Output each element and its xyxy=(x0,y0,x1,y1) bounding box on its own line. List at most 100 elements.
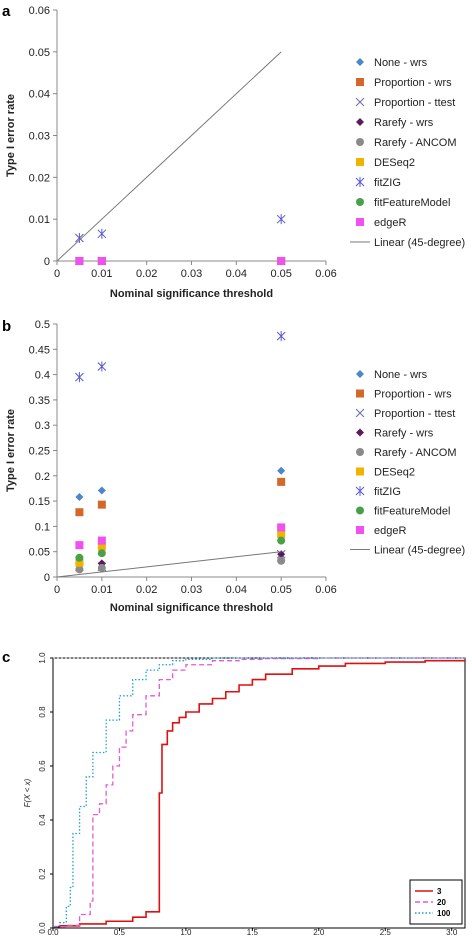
y-tick-label: 0 xyxy=(44,572,50,584)
x-axis-label: Nominal significance threshold xyxy=(110,288,273,300)
series-none-wrs: None - wrs xyxy=(75,369,428,502)
legend-entry: fitFeatureModel xyxy=(374,506,450,518)
legend-entry: 3 xyxy=(437,887,442,896)
legend-entry: edgeR xyxy=(374,217,406,229)
legend-entry: Rarefy - ANCOM xyxy=(374,447,457,459)
data-point xyxy=(277,466,286,475)
legend-entry: Proportion - wrs xyxy=(374,389,452,401)
legend-marker xyxy=(356,526,364,534)
y-tick-label: 0.25 xyxy=(29,446,50,458)
x-tick-label: 0.02 xyxy=(136,584,157,596)
legend-entry: None - wrs xyxy=(374,57,428,69)
legend: 3 20 100 xyxy=(409,879,463,925)
data-point xyxy=(75,508,84,517)
series-edger: edgeR xyxy=(75,523,406,550)
y-tick-label: 0.01 xyxy=(29,214,50,226)
data-point xyxy=(97,500,106,509)
x-axis-label: Nominal significance threshold xyxy=(110,602,273,614)
series-fitfeaturemodel: fitFeatureModel xyxy=(75,506,450,562)
x-tick-label: 0.02 xyxy=(136,268,157,280)
y-axis-label: F(X < x) xyxy=(23,778,32,807)
legend-entry: Proportion - wrs xyxy=(374,77,452,89)
legend-entry: Linear (45-degree) xyxy=(374,545,465,557)
linear-45-degree-line xyxy=(56,51,282,262)
x-tick-label: 0.06 xyxy=(315,268,336,280)
series-deseq2: DESeq2 xyxy=(75,467,415,567)
x-tick-label: 0.04 xyxy=(226,584,247,596)
legend-marker xyxy=(356,506,364,515)
legend-marker xyxy=(356,428,364,437)
legend-entry: fitZIG xyxy=(374,486,401,498)
legend-marker xyxy=(356,467,364,476)
x-tick-label: 0.5 xyxy=(114,928,126,937)
data-point xyxy=(276,214,286,225)
legend-marker xyxy=(356,389,364,398)
y-tick-label: 0.3 xyxy=(35,420,50,432)
legend-marker xyxy=(356,118,364,126)
y-tick-label: 0.5 xyxy=(35,319,50,331)
legend-entry: Linear (45-degree) xyxy=(374,237,465,249)
y-tick-label: 0.1 xyxy=(35,521,50,533)
data-point xyxy=(75,553,84,562)
legend-marker xyxy=(356,138,364,146)
y-tick-label: 0.35 xyxy=(29,395,50,407)
legend-entry: DESeq2 xyxy=(374,157,415,169)
series-fitfeaturemodel: fitFeatureModel xyxy=(75,197,450,265)
data-point xyxy=(75,565,84,574)
data-point xyxy=(277,257,286,265)
data-point xyxy=(75,558,84,567)
y-tick-label: 0.0 xyxy=(38,922,47,934)
y-tick-label: 0.2 xyxy=(38,868,47,880)
data-point xyxy=(277,556,286,565)
series-n-100 xyxy=(53,657,465,928)
data-point xyxy=(75,493,84,502)
data-point xyxy=(97,486,106,495)
legend-marker xyxy=(355,177,365,187)
y-tick-label: 0.4 xyxy=(38,814,47,826)
x-tick-label: 2.5 xyxy=(380,928,392,937)
data-point xyxy=(75,541,84,550)
legend-marker xyxy=(356,158,364,166)
panel-b: b 0 0.01 0.02 0.03 0.04 0.05 0.06 0 0.05 0.1 0.15 0.… xyxy=(2,318,465,614)
series-n-3 xyxy=(53,659,466,928)
legend-marker xyxy=(356,198,364,206)
series-rarefy-ancom: Rarefy - ANCOM xyxy=(75,447,457,574)
panel-c: c 0.0 0.5 1.0 1.5 2.0 2.5 3.0 0.0 0.2 0.4 0.6 0.8 1.0… xyxy=(2,649,466,937)
panel-letter-a: a xyxy=(2,3,11,20)
data-point xyxy=(75,232,84,243)
legend-marker xyxy=(356,78,364,86)
legend-entry: None - wrs xyxy=(374,369,428,381)
x-tick-label: 0.01 xyxy=(91,268,112,280)
y-tick-label: 0.02 xyxy=(29,172,50,184)
data-point xyxy=(75,372,84,383)
data-point xyxy=(97,361,107,372)
data-point xyxy=(276,331,286,342)
legend-marker xyxy=(355,408,365,418)
data-point xyxy=(277,477,286,486)
series-edger: edgeR xyxy=(75,217,406,265)
cdf-line xyxy=(53,657,465,928)
legend-entry: Rarefy - wrs xyxy=(374,117,434,129)
data-point xyxy=(277,523,286,532)
y-axis-label: Type I error rate xyxy=(5,409,17,492)
data-point xyxy=(75,257,84,265)
x-tick-label: 1.0 xyxy=(180,928,192,937)
x-tick-label: 0.05 xyxy=(270,268,291,280)
legend-marker xyxy=(356,370,364,378)
y-tick-label: 0.45 xyxy=(29,344,50,356)
x-tick-label: 0 xyxy=(54,584,60,596)
y-tick-label: 0.03 xyxy=(29,131,50,143)
y-tick-label: 0.06 xyxy=(29,5,50,17)
y-tick-label: 0.05 xyxy=(29,47,50,59)
y-tick-label: 0.8 xyxy=(38,706,47,718)
series-linear-45-degree-: Linear (45-degree) xyxy=(56,51,465,262)
data-point xyxy=(277,529,286,538)
y-tick-label: 0 xyxy=(44,256,50,268)
x-tick-label: 0.06 xyxy=(315,584,336,596)
legend-entry: DESeq2 xyxy=(374,467,415,479)
panel-letter-c: c xyxy=(2,649,10,666)
y-tick-label: 0.4 xyxy=(35,370,50,382)
panel-letter-b: b xyxy=(2,318,11,335)
cdf-line xyxy=(53,657,465,928)
x-tick-label: 1.5 xyxy=(247,928,259,937)
